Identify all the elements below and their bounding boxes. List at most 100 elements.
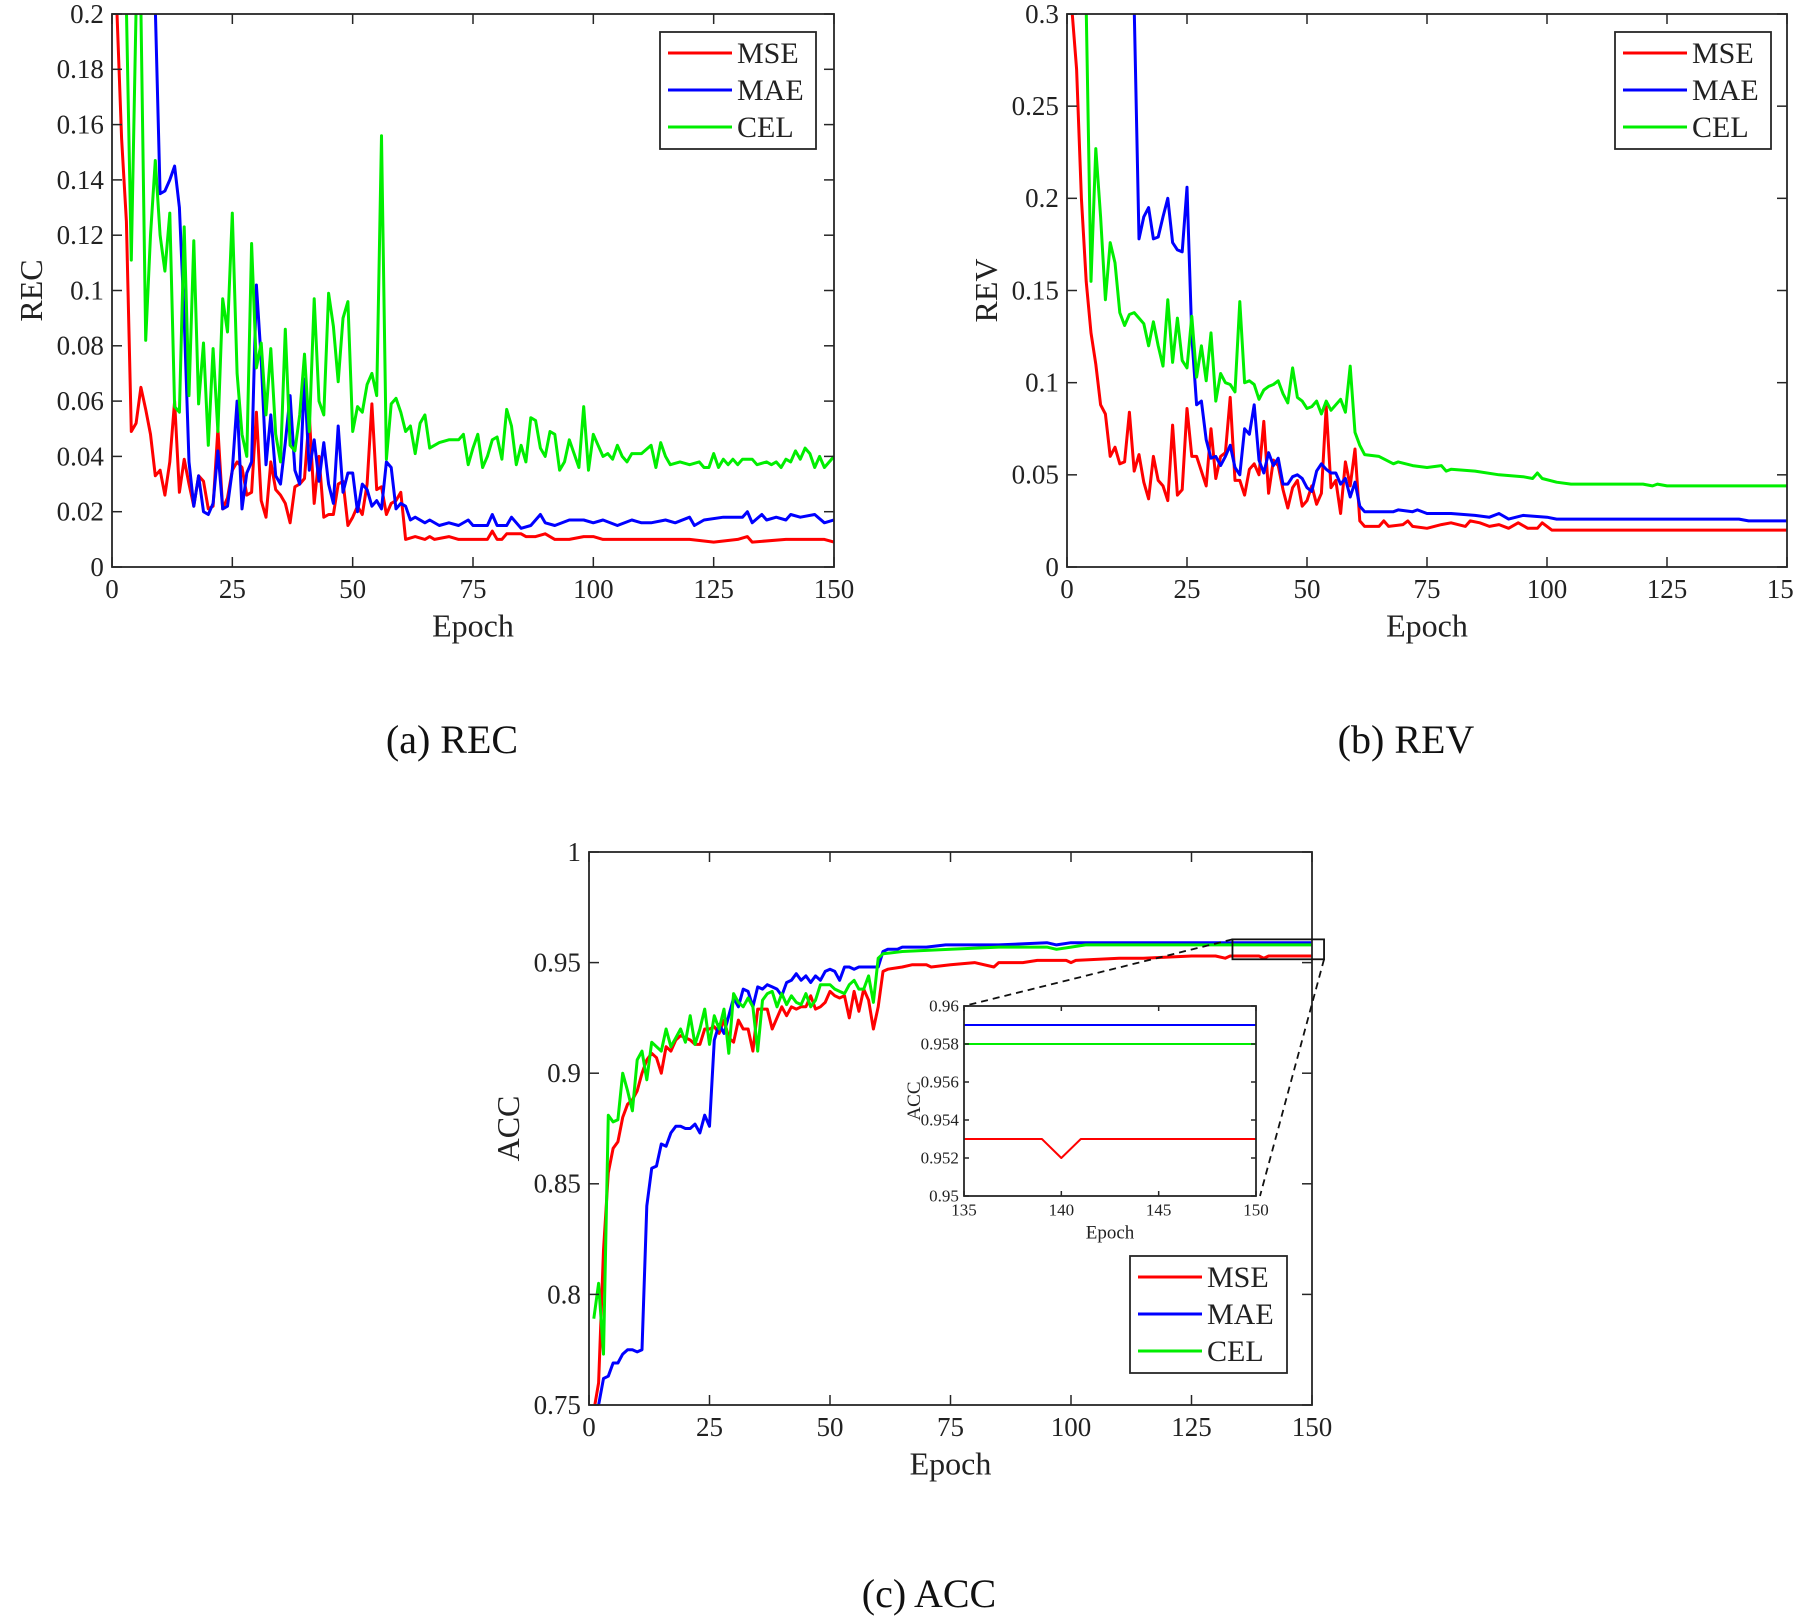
chart-panel-b: 0 25 50 75 100 125 150 0 0.05 0.1 0.15 0.2 0.25 0.3 Ep…: [968, 0, 1793, 643]
inset-x-tick-label: 140: [1049, 1201, 1075, 1220]
y-tick-label: 0: [90, 552, 104, 582]
x-tick-label: 125: [1647, 574, 1688, 604]
y-tick-label: 0.2: [1025, 183, 1059, 213]
x-tick-label: 25: [696, 1412, 723, 1442]
x-tick-label: 50: [817, 1412, 844, 1442]
series-line-mae: [153, 14, 834, 530]
chart-panel-a: 0 25 50 75 100 125 150 0 0.02 0.04 0.06 0.08 0.1 0.12…: [13, 0, 854, 643]
inset-x-tick-label: 135: [951, 1201, 977, 1220]
y-tick-label: 0.1: [70, 275, 104, 305]
x-axis-label: Epoch: [432, 607, 514, 643]
y-tick-label: 0.14: [57, 165, 105, 195]
x-tick-label: 0: [1060, 574, 1074, 604]
series-group: [115, 14, 834, 544]
series-group: [592, 941, 1312, 1405]
caption-c: (c) ACC: [861, 1571, 997, 1616]
y-axis-label: REV: [968, 259, 1004, 323]
inset-chart: 135 140 145 150 0.95 0.952 0.954 0.956 0.958 0.96…: [904, 997, 1269, 1244]
y-axis-label: REC: [13, 259, 49, 321]
series-line-cel: [125, 14, 834, 472]
zoom-connector-line: [963, 938, 1233, 1007]
zoom-region-box: [1231, 938, 1325, 961]
legend-label-mae: MAE: [1207, 1298, 1274, 1331]
y-tick-label: 0.15: [1012, 275, 1059, 305]
series-line-cel: [592, 943, 1312, 1356]
inset-plot-area: [964, 1006, 1256, 1196]
y-tick-label: 0.12: [57, 220, 104, 250]
x-tick-label: 125: [693, 574, 734, 604]
legend-label-mse: MSE: [1207, 1261, 1269, 1294]
chart-panel-c: 0 25 50 75 100 125 150 0.75 0.8 0.85 0.9 0.95 1 Epoch…: [490, 837, 1332, 1482]
x-tick-label: 125: [1171, 1412, 1212, 1442]
series-line-mse: [593, 954, 1312, 1405]
inset-y-tick-label: 0.958: [921, 1035, 959, 1054]
legend-label-cel: CEL: [1692, 111, 1749, 144]
y-tick-label: 0: [1045, 552, 1059, 582]
y-tick-label: 0.02: [57, 497, 104, 527]
y-axis-label: ACC: [490, 1096, 526, 1162]
x-tick-label: 25: [219, 574, 246, 604]
axes-box: [1066, 13, 1788, 568]
x-tick-label: 150: [1292, 1412, 1333, 1442]
y-tick-label: 0.8: [547, 1279, 581, 1309]
inset-x-tick-label: 150: [1243, 1201, 1269, 1220]
series-line-cel: [1084, 14, 1787, 488]
x-tick-label: 150: [1767, 574, 1793, 604]
y-tick-label: 0.85: [534, 1169, 581, 1199]
x-axis-label: Epoch: [910, 1445, 992, 1481]
y-tick-label: 0.25: [1012, 91, 1059, 121]
legend: MSE MAE CEL: [659, 31, 817, 150]
legend-label-mse: MSE: [1692, 37, 1754, 70]
x-tick-label: 75: [1414, 574, 1441, 604]
axes-box: [588, 851, 1313, 1406]
y-tick-label: 1: [567, 837, 581, 867]
zoom-connector-line: [1259, 959, 1325, 1197]
x-tick-label: 0: [582, 1412, 596, 1442]
legend-label-mae: MAE: [1692, 74, 1759, 107]
inset-y-tick-label: 0.96: [929, 997, 959, 1016]
legend-label-cel: CEL: [1207, 1335, 1264, 1368]
inset-y-axis-label: ACC: [904, 1081, 925, 1120]
legend: MSE MAE CEL: [1614, 31, 1772, 150]
legend: MSE MAE CEL: [1129, 1255, 1288, 1374]
x-tick-label: 150: [814, 574, 855, 604]
x-tick-label: 25: [1174, 574, 1201, 604]
y-tick-label: 0.08: [57, 331, 104, 361]
x-tick-label: 50: [1294, 574, 1321, 604]
y-tick-label: 0.16: [57, 110, 104, 140]
x-axis-label: Epoch: [1386, 607, 1468, 643]
inset-y-tick-label: 0.952: [921, 1149, 959, 1168]
y-tick-label: 0.75: [534, 1390, 581, 1420]
inset-x-tick-label: 145: [1146, 1201, 1172, 1220]
inset-y-tick-label: 0.95: [929, 1187, 959, 1206]
y-tick-label: 0.06: [57, 386, 104, 416]
inset-series-line-mse: [964, 1138, 1256, 1159]
y-tick-label: 0.95: [534, 948, 581, 978]
x-tick-label: 50: [339, 574, 366, 604]
series-line-mae: [1132, 14, 1787, 523]
inset-y-tick-label: 0.954: [921, 1111, 960, 1130]
legend-label-cel: CEL: [737, 111, 794, 144]
caption-a: (a) REC: [385, 717, 519, 762]
y-tick-label: 0.04: [57, 441, 105, 471]
x-tick-label: 75: [937, 1412, 964, 1442]
y-tick-label: 0.2: [70, 0, 104, 29]
x-tick-label: 100: [573, 574, 614, 604]
series-line-mse: [1070, 14, 1787, 532]
y-tick-label: 0.1: [1025, 368, 1059, 398]
inset-x-axis-label: Epoch: [1086, 1222, 1135, 1243]
axes-box: [111, 13, 835, 568]
x-tick-label: 75: [460, 574, 487, 604]
legend-label-mse: MSE: [737, 37, 799, 70]
y-tick-label: 0.05: [1012, 460, 1059, 490]
x-tick-label: 100: [1051, 1412, 1092, 1442]
y-tick-label: 0.18: [57, 54, 104, 84]
y-tick-label: 0.3: [1025, 0, 1059, 29]
caption-b: (b) REV: [1337, 717, 1475, 762]
legend-label-mae: MAE: [737, 74, 804, 107]
inset-y-tick-label: 0.956: [921, 1073, 959, 1092]
inset-axes-box: [963, 1005, 1257, 1197]
x-tick-label: 0: [105, 574, 119, 604]
x-tick-label: 100: [1527, 574, 1568, 604]
